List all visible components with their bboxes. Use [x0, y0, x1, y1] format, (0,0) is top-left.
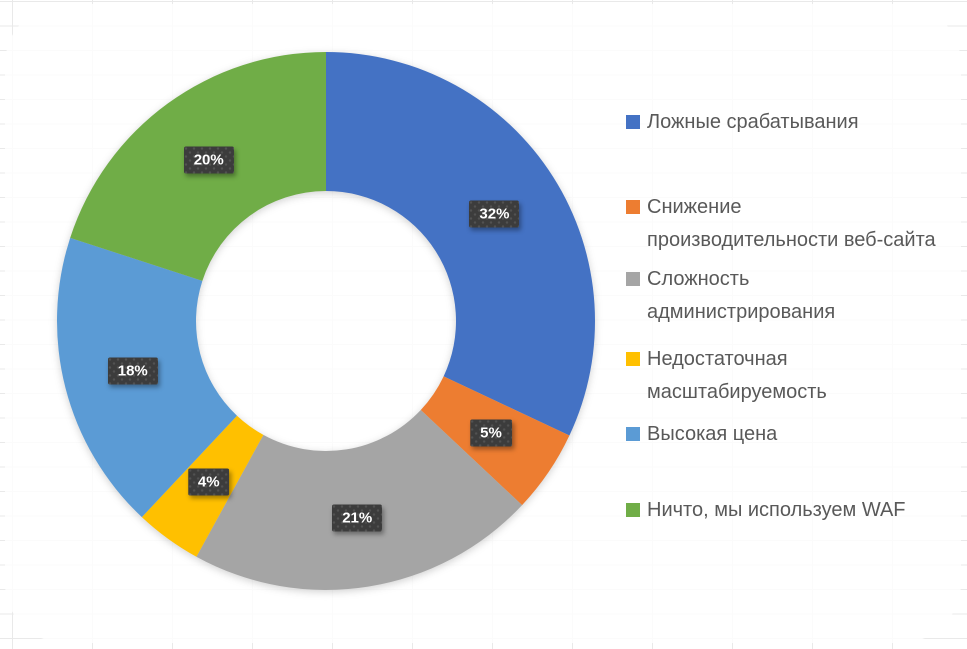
- legend-label: Сложность администрирования: [647, 268, 836, 323]
- legend-label: Ложные срабатывания: [647, 111, 859, 133]
- data-label-badge: 4%: [188, 469, 230, 496]
- data-label-badge: 5%: [470, 420, 512, 447]
- legend-label: Недостаточная масштабируемость: [647, 348, 827, 403]
- legend-marker-icon: [626, 427, 640, 441]
- legend-label: Высокая цена: [647, 423, 778, 445]
- legend-marker-icon: [626, 115, 640, 129]
- legend-item-false-positives[interactable]: Ложные срабатывания: [626, 106, 964, 139]
- legend-label: Ничто, мы используем WAF: [647, 499, 906, 521]
- legend-item-administration-complexity[interactable]: Сложность администрирования: [626, 263, 964, 329]
- legend-item-site-performance[interactable]: Снижение производительности веб-сайта: [626, 191, 964, 257]
- doughnut-slice-0[interactable]: [326, 52, 595, 436]
- doughnut-slice-2[interactable]: [196, 409, 523, 590]
- legend-item-scalability[interactable]: Недостаточная масштабируемость: [626, 343, 964, 409]
- legend-marker-icon: [626, 272, 640, 286]
- legend-marker-icon: [626, 352, 640, 366]
- legend-marker-icon: [626, 200, 640, 214]
- legend-marker-icon: [626, 503, 640, 517]
- data-label-badge: 20%: [184, 146, 234, 173]
- legend-label: Снижение производительности веб-сайта: [647, 196, 936, 251]
- data-label-badge: 21%: [332, 505, 382, 532]
- data-label-badge: 32%: [469, 201, 519, 228]
- legend-item-nothing-waf[interactable]: Ничто, мы используем WAF: [626, 494, 964, 527]
- data-label-badge: 18%: [108, 357, 158, 384]
- legend-item-high-price[interactable]: Высокая цена: [626, 418, 964, 451]
